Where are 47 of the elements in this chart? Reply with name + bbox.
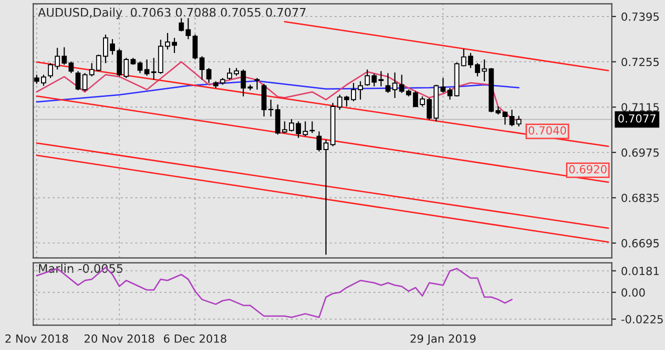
- candlestick: [516, 115, 522, 128]
- y-tick-label: 0.7255: [622, 58, 659, 66]
- candlestick: [261, 83, 267, 118]
- x-tick-label: 20 Nov 2018: [84, 334, 154, 343]
- candlestick: [385, 72, 391, 94]
- candlestick: [378, 70, 384, 87]
- x-tick-label: 29 Jan 2019: [410, 334, 476, 345]
- chart-title: AUDUSD,Daily 0.7063 0.7088 0.7055 0.7077: [38, 8, 306, 20]
- candlestick: [75, 70, 81, 91]
- candlestick: [323, 139, 329, 256]
- y-tick-label: 0.6835: [622, 194, 659, 202]
- candlestick: [206, 67, 212, 84]
- candlestick: [103, 34, 108, 64]
- candlestick: [447, 87, 452, 100]
- x-tick-label: 2 Nov 2018: [5, 334, 68, 343]
- candlestick: [48, 62, 54, 79]
- y-tick-label: -0.0225: [621, 315, 663, 324]
- candlestick: [502, 110, 508, 126]
- y-tick-label: 0.0181: [622, 266, 659, 276]
- y-tick-label: 0.6975: [622, 148, 659, 157]
- candlestick: [358, 80, 363, 100]
- candlestick: [172, 37, 177, 54]
- candlestick: [412, 90, 418, 108]
- y-tick-label: 0.7115: [622, 103, 659, 112]
- candlestick: [41, 74, 46, 86]
- x-tick-label: 6 Dec 2018: [164, 334, 226, 343]
- candlestick: [110, 38, 116, 56]
- y-tick-label: 0.7395: [622, 12, 659, 21]
- y-tick-label: 0.00: [622, 288, 645, 297]
- candlestick: [350, 82, 356, 102]
- candlestick: [288, 118, 294, 132]
- candlestick: [316, 130, 322, 152]
- candlestick: [254, 77, 260, 90]
- candlestick: [165, 32, 170, 50]
- candlestick: [199, 56, 205, 80]
- candlestick: [226, 67, 232, 80]
- candlestick: [509, 109, 514, 127]
- y-tick-label: 0.6695: [622, 239, 659, 248]
- candlestick: [137, 60, 143, 74]
- candlestick: [440, 77, 446, 94]
- candlestick: [34, 74, 40, 84]
- annotation: 0.7040: [528, 126, 566, 135]
- candlestick: [302, 120, 308, 137]
- candlestick: [474, 62, 480, 77]
- annotation: 0.6920: [569, 165, 607, 174]
- ref-line-label: 0.7077: [618, 114, 656, 123]
- candlestick: [296, 120, 301, 138]
